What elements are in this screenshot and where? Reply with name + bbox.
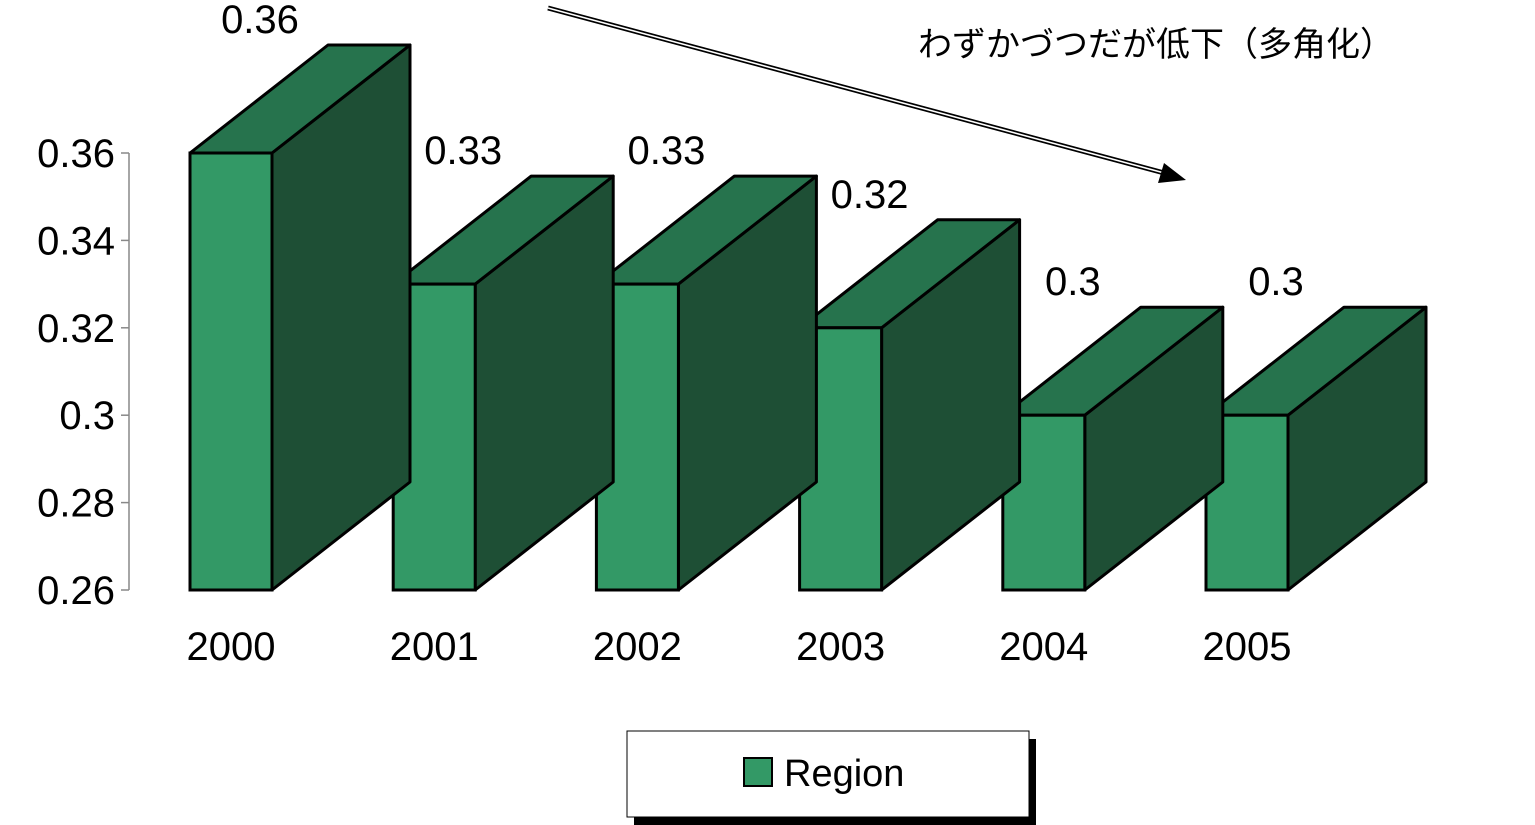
legend: Region bbox=[626, 730, 1036, 825]
x-category-label: 2002 bbox=[593, 625, 682, 669]
data-label: 0.33 bbox=[627, 129, 705, 173]
data-label: 0.3 bbox=[1045, 260, 1101, 304]
x-category-label: 2005 bbox=[1203, 625, 1292, 669]
y-tick-label: 0.32 bbox=[37, 307, 115, 351]
y-tick-label: 0.26 bbox=[37, 569, 115, 613]
x-category-label: 2003 bbox=[796, 625, 885, 669]
bar-2000 bbox=[188, 43, 412, 592]
y-tick-label: 0.3 bbox=[59, 394, 115, 438]
bar-2004 bbox=[1001, 305, 1225, 592]
bar-2003 bbox=[798, 218, 1022, 592]
y-tick-label: 0.36 bbox=[37, 132, 115, 176]
bar-2001 bbox=[391, 174, 615, 592]
legend-label: Region bbox=[784, 753, 904, 795]
x-category-label: 2000 bbox=[187, 625, 276, 669]
trend-arrow bbox=[547, 5, 1186, 183]
data-label: 0.32 bbox=[831, 173, 909, 217]
data-label: 0.36 bbox=[221, 0, 299, 42]
bar-front-face bbox=[188, 151, 274, 592]
data-label: 0.3 bbox=[1248, 260, 1304, 304]
y-tick-label: 0.28 bbox=[37, 482, 115, 526]
x-category-label: 2004 bbox=[999, 625, 1088, 669]
bar-2005 bbox=[1204, 305, 1428, 592]
legend-swatch bbox=[743, 757, 773, 787]
trend-annotation: わずかづつだが低下（多角化） bbox=[918, 25, 1394, 65]
bars bbox=[188, 43, 1428, 592]
category-labels: 2000 2001 2002 2003 2004 2005 bbox=[187, 625, 1292, 669]
legend-box bbox=[626, 730, 1030, 818]
x-category-label: 2001 bbox=[390, 625, 479, 669]
y-axis: 0.26 0.28 0.3 0.32 0.34 0.36 bbox=[37, 132, 130, 613]
arrow-head bbox=[1158, 163, 1186, 183]
bar-2002 bbox=[594, 174, 818, 592]
data-label: 0.33 bbox=[424, 129, 502, 173]
y-tick-label: 0.34 bbox=[37, 219, 115, 263]
data-labels: 0.36 0.33 0.33 0.32 0.3 0.3 bbox=[221, 0, 1304, 304]
